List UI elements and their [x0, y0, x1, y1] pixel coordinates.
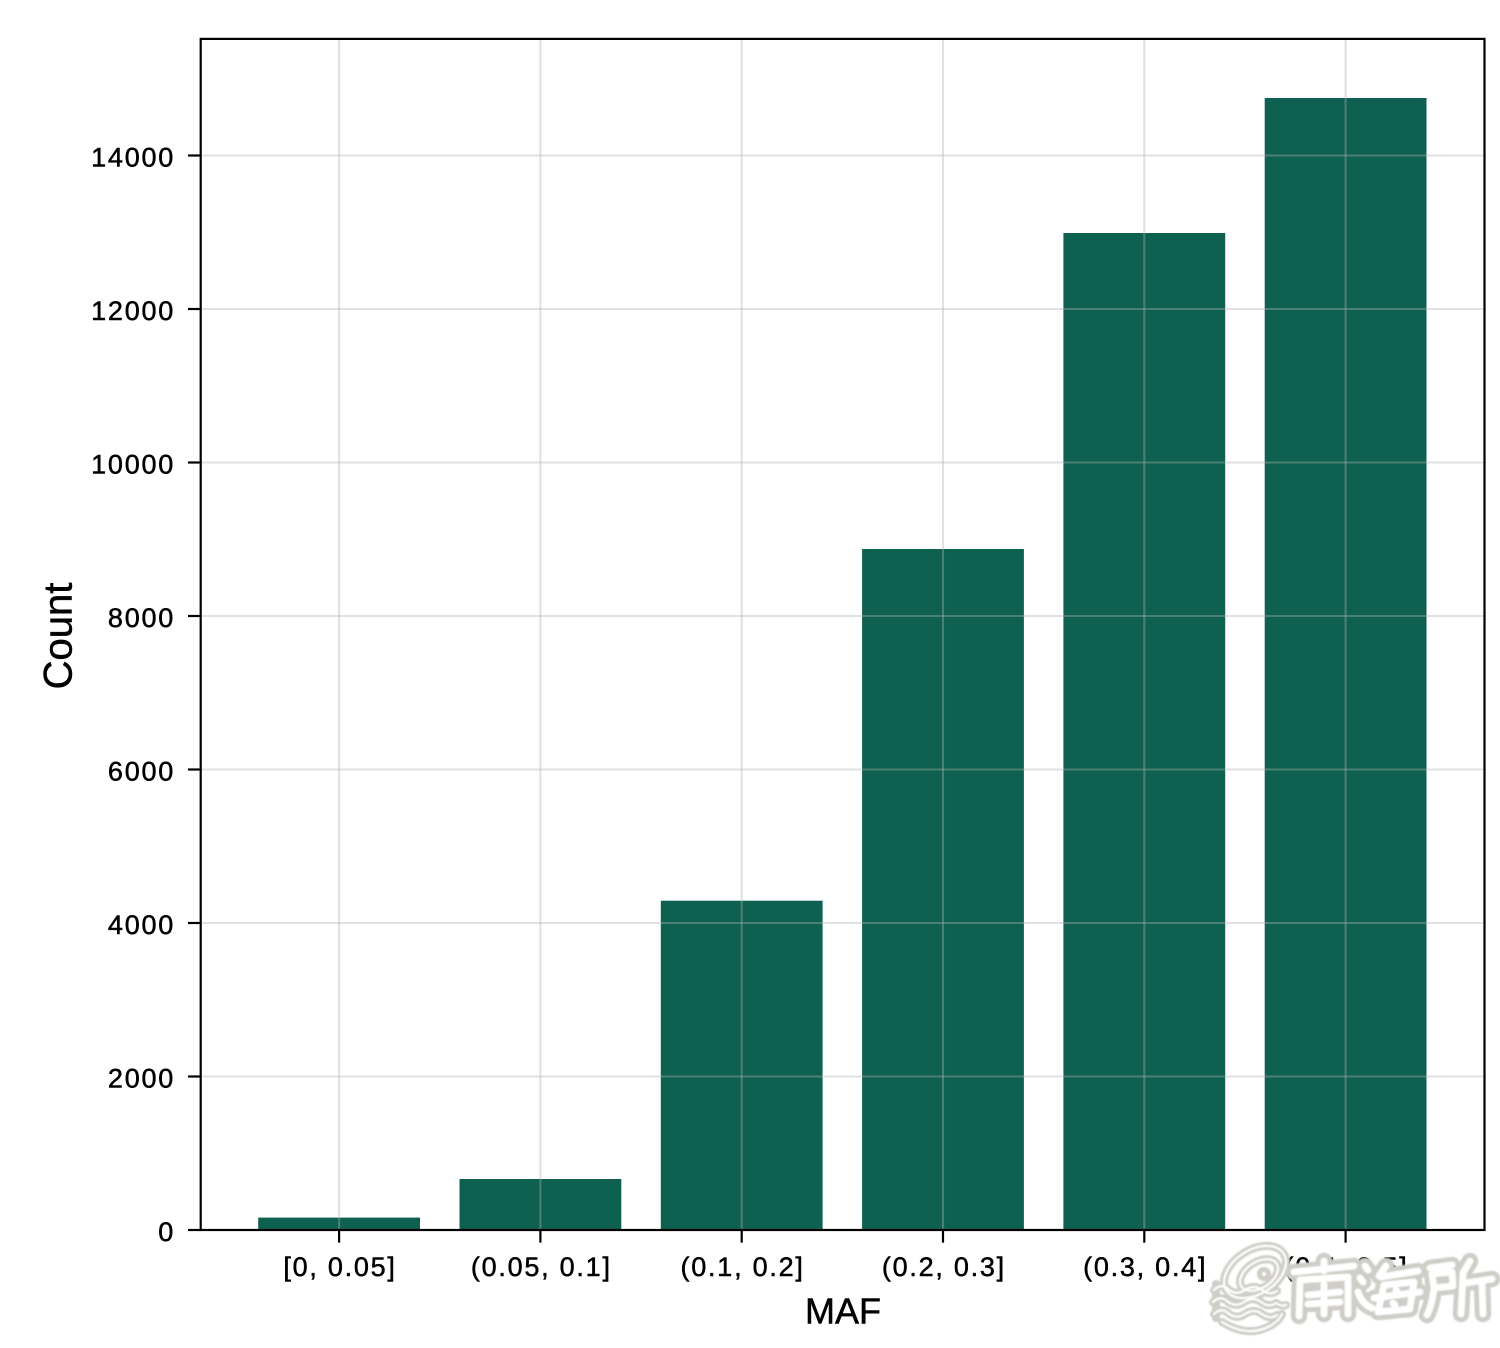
- svg-text:(0.05, 0.1]: (0.05, 0.1]: [471, 1252, 612, 1282]
- svg-text:6000: 6000: [108, 756, 175, 786]
- svg-text:(0.3, 0.4]: (0.3, 0.4]: [1083, 1252, 1207, 1282]
- svg-text:(0.1, 0.2]: (0.1, 0.2]: [681, 1252, 805, 1282]
- svg-text:MAF: MAF: [805, 1291, 881, 1332]
- svg-text:14000: 14000: [91, 142, 175, 172]
- svg-text:(0.2, 0.3]: (0.2, 0.3]: [882, 1252, 1006, 1282]
- svg-text:10000: 10000: [91, 449, 175, 479]
- svg-text:0: 0: [158, 1217, 175, 1247]
- svg-text:2000: 2000: [108, 1063, 175, 1093]
- svg-text:8000: 8000: [108, 603, 175, 633]
- svg-text:[0, 0.05]: [0, 0.05]: [283, 1252, 396, 1282]
- svg-text:4000: 4000: [108, 910, 175, 940]
- svg-text:Count: Count: [37, 583, 81, 690]
- svg-text:12000: 12000: [91, 296, 175, 326]
